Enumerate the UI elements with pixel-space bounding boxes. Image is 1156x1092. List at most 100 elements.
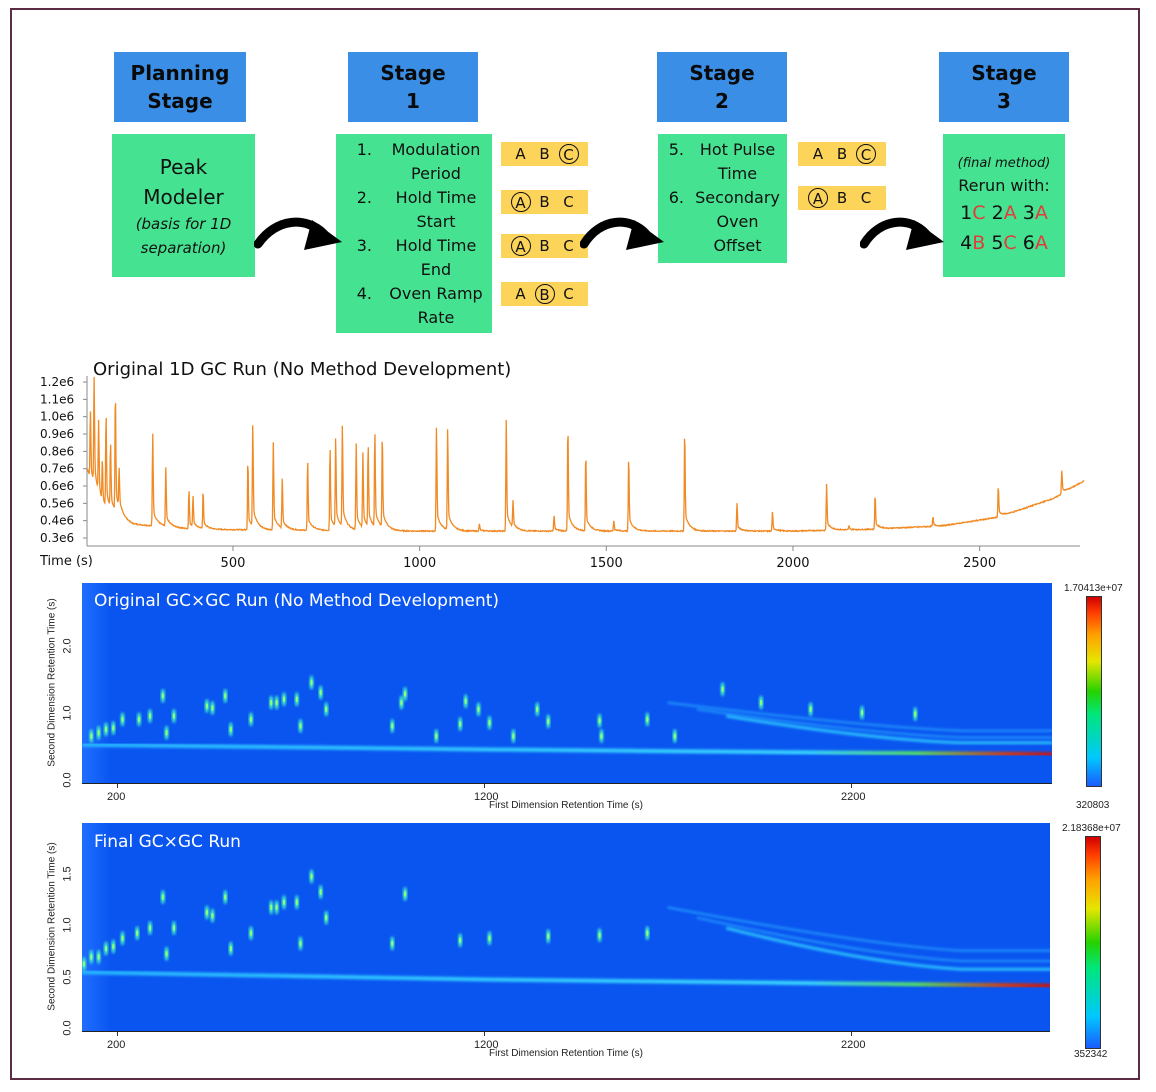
stage1-parameters-box: 1. Modulation Period 2. Hold Time Start 3.… [336,134,492,333]
option-letter: A [515,285,526,303]
x-tick-label: 1200 [474,1039,499,1051]
svg-text:0.6e6: 0.6e6 [40,479,74,493]
svg-text:2000: 2000 [776,556,809,571]
x-tick [484,1031,485,1036]
x-tick [117,1031,118,1036]
stage2-parameters-box: 5. Hot Pulse Time 6. Secondary Oven Offset [658,134,787,263]
parameter-item: 2. Hold Time [336,186,492,210]
step-choice: A [1034,232,1048,254]
y-tick-label: 1.0 [61,917,74,933]
svg-text:500: 500 [221,556,246,571]
arrow-right-icon [580,217,664,250]
x-tick-label: 200 [107,1039,126,1051]
colorbar-min-label: 320803 [1076,800,1110,811]
rerun-settings-row: 1C 2A 3A [943,198,1065,228]
header-text: 2 [715,89,729,113]
item-number: 5. [668,140,684,159]
planning-stage-header: Planning Stage [114,52,246,122]
selected-option: A [808,188,828,208]
x-axis-line [82,1031,1050,1032]
header-text: Stage [971,61,1037,85]
parameter-item: Rate [336,306,492,330]
stage3-header: Stage 3 [939,52,1069,122]
y-tick-label: 0.0 [61,1020,74,1036]
item-text: Rate [417,308,455,327]
item-number: 1. [356,140,372,159]
y-axis-label: Second Dimension Retention Time (s) [46,842,58,1011]
parameter-item: 5. Hot Pulse [658,138,787,162]
svg-text:0.4e6: 0.4e6 [40,514,74,528]
stage2-header: Stage 2 [657,52,787,122]
x-tick-label: 2200 [841,1039,866,1051]
modeler-label: Modeler [143,185,224,209]
step-number: 1 [960,202,973,224]
selected-option: A [510,192,531,212]
parameter-item: 3. Hold Time [336,234,492,258]
svg-text:0.5e6: 0.5e6 [40,496,74,510]
parameter-item: Start [336,210,492,234]
header-text: 1 [406,89,420,113]
peak-modeler-box: Peak Modeler (basis for 1D separation) [112,134,255,277]
parameter-item: Period [336,162,492,186]
item-text: Secondary [695,188,780,207]
svg-text:1.1e6: 1.1e6 [40,392,74,406]
step-number: 3 [1022,202,1035,224]
svg-text:0.3e6: 0.3e6 [40,531,74,545]
gcxgc-final-heatmap [82,823,1050,1031]
option-letter: B [836,189,848,207]
parameter-item: End [336,258,492,282]
item-text: Time [717,164,758,183]
colorbar-final [1085,836,1101,1049]
option-letter: C [860,189,872,207]
stage3-final-method-box: (final method) Rerun with: 1C 2A 3A 4B 5… [943,134,1065,277]
x-tick [851,783,852,788]
selected-option: B [534,284,555,304]
chart-1d-title: Original 1D GC Run (No Method Developmen… [93,359,512,380]
item-text: Offset [713,236,762,255]
item-text: Oven [716,212,759,231]
item-text: Start [416,212,456,231]
selected-option: A [510,236,531,256]
item-text: Hold Time [395,188,477,207]
header-text: Planning [130,61,230,85]
chromatogram-trace [86,376,1085,533]
item-text: Oven Ramp [389,284,483,303]
colorbar-min-label: 352342 [1074,1049,1108,1060]
svg-text:0.7e6: 0.7e6 [40,462,74,476]
gcxgc-original-heatmap [82,583,1052,783]
step-choice: C [972,202,986,224]
y-tick-label: 0.0 [61,772,74,788]
gcxgc-original-title: Original GC×GC Run (No Method Developmen… [94,591,500,611]
rerun-settings-row: 4B 5C 6A [943,228,1065,258]
header-text: Stage [380,61,446,85]
step-choice: A [1003,202,1017,224]
item-number: 2. [356,188,372,207]
colorbar-max-label: 1.70413e+07 [1064,583,1123,594]
svg-text:1000: 1000 [403,556,436,571]
step-choice: B [972,232,986,254]
arrow-right-icon [860,217,944,250]
y-tick-label: 1.0 [61,705,74,721]
x-tick-label: 1200 [474,791,499,803]
x-tick [484,783,485,788]
figure-frame [10,8,1140,1080]
x-tick [851,1031,852,1036]
option-letter: B [539,145,550,163]
parameter-item: Time [658,162,787,186]
header-text: 3 [997,89,1011,113]
x-tick-label: 2200 [841,791,866,803]
item-text: Hot Pulse [699,140,776,159]
y-tick-label: 1.5 [61,865,74,882]
parameter-item: 6. Secondary [658,186,787,210]
parameter-item: 1. Modulation [336,138,492,162]
item-number: 6. [668,188,684,207]
parameter-item: Offset [658,234,787,258]
step-choice: C [1003,232,1017,254]
step-number: 4 [960,232,973,254]
selected-option: C [856,144,876,164]
colorbar-max-label: 2.18368e+07 [1062,823,1121,834]
option-letter: B [539,237,550,255]
item-text: Modulation [391,140,481,159]
